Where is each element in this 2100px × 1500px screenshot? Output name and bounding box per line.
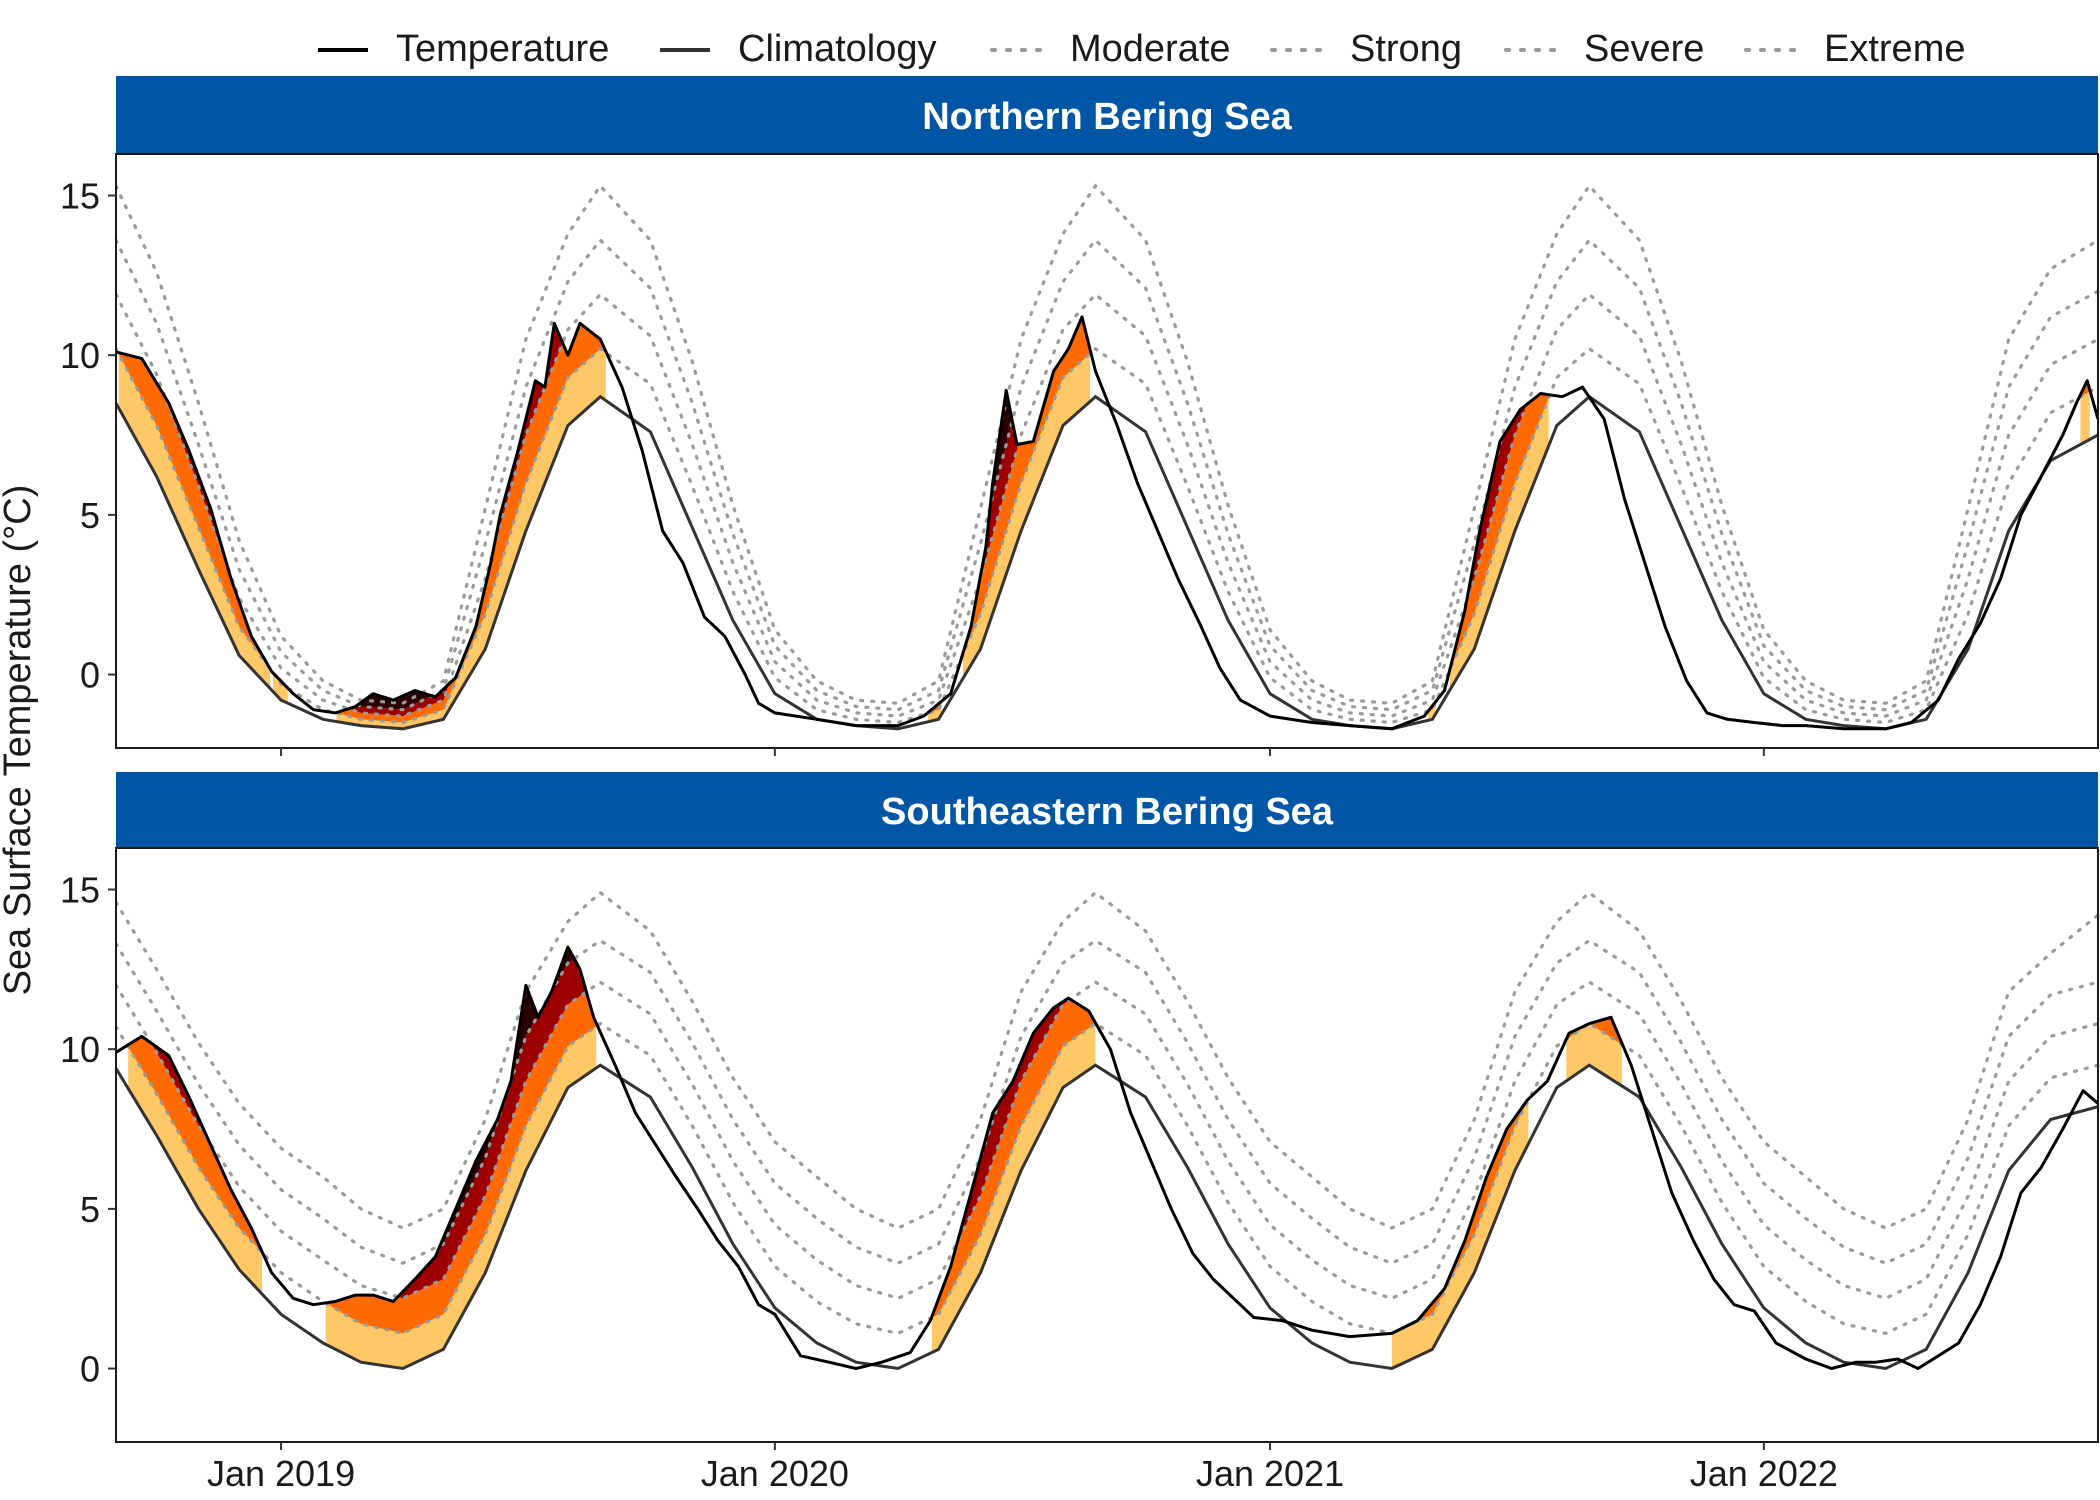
legend-label-climatology: Climatology (738, 28, 937, 70)
y-axis-title: Sea Surface Temperature (°C) (0, 485, 39, 996)
legend-label-strong: Strong (1350, 28, 1462, 70)
climatology-line (116, 1063, 2098, 1371)
heatwave-band-strong (128, 992, 1622, 1334)
x-axis-southeastern: Jan 2019 Jan 2020 Jan 2021 Jan 2022 (207, 1442, 1838, 1494)
legend-label-severe: Severe (1584, 28, 1704, 70)
y-tick-label: 0 (80, 1349, 100, 1390)
panel-content-northern (116, 183, 2098, 731)
x-axis-northern (280, 748, 1765, 756)
threshold-line-extreme (116, 890, 2098, 1230)
heatwave-band-strong (118, 316, 2090, 723)
legend-item-extreme: Extreme (1744, 28, 1965, 70)
y-tick-label: 15 (60, 870, 100, 911)
x-tick-label: Jan 2021 (1196, 1453, 1344, 1494)
legend-item-climatology: Climatology (660, 28, 937, 70)
y-tick-label: 10 (60, 1029, 100, 1070)
panel-strip-northern (116, 76, 2098, 154)
panel-title-southeastern: Southeastern Bering Sea (881, 791, 1334, 833)
temperature-line (116, 945, 2098, 1370)
panel-content-southeastern (116, 890, 2098, 1371)
legend: Temperature Climatology Moderate Strong Seve… (318, 28, 1965, 70)
legend-item-severe: Severe (1504, 28, 1704, 70)
threshold-line-strong (116, 980, 2098, 1301)
threshold-line-strong (116, 292, 2098, 718)
legend-label-moderate: Moderate (1070, 28, 1231, 70)
legend-item-temperature: Temperature (318, 28, 609, 70)
x-tick-label: Jan 2022 (1690, 1453, 1838, 1494)
x-tick-label: Jan 2019 (207, 1453, 355, 1494)
y-axis-southeastern: 0 5 10 15 (60, 870, 116, 1390)
x-tick-label: Jan 2020 (701, 1453, 849, 1494)
legend-label-temperature: Temperature (396, 28, 609, 70)
heatwave-fill-southeastern (128, 947, 1622, 1369)
threshold-line-severe (116, 938, 2098, 1265)
temperature-line (116, 315, 2098, 731)
y-tick-label: 15 (60, 176, 100, 217)
y-tick-label: 0 (80, 655, 100, 696)
threshold-line-severe (116, 237, 2098, 712)
panel-strip-southeastern (116, 772, 2098, 848)
y-tick-label: 5 (80, 495, 100, 536)
panel-border-southeastern (115, 847, 2099, 1443)
climatology-line (116, 394, 2098, 731)
threshold-line-moderate (116, 346, 2098, 725)
y-axis-northern: 0 5 10 15 (60, 176, 116, 696)
legend-item-strong: Strong (1270, 28, 1462, 70)
panel-title-northern: Northern Bering Sea (922, 96, 1292, 138)
y-tick-label: 5 (80, 1189, 100, 1230)
facet-panels: Northern Bering Sea 0 5 10 15 Southeastern Be… (60, 76, 2099, 1494)
y-tick-label: 10 (60, 335, 100, 376)
threshold-line-extreme (116, 183, 2098, 705)
legend-item-moderate: Moderate (990, 28, 1231, 70)
heatwave-fill-northern (118, 316, 2090, 729)
heatwave-band-moderate (118, 348, 2090, 729)
heatwave-band-severe (166, 323, 1528, 717)
panel-northern: Northern Bering Sea 0 5 10 15 (60, 76, 2099, 756)
panel-border-northern (115, 153, 2099, 749)
threshold-line-moderate (116, 1021, 2098, 1336)
legend-label-extreme: Extreme (1824, 28, 1965, 70)
